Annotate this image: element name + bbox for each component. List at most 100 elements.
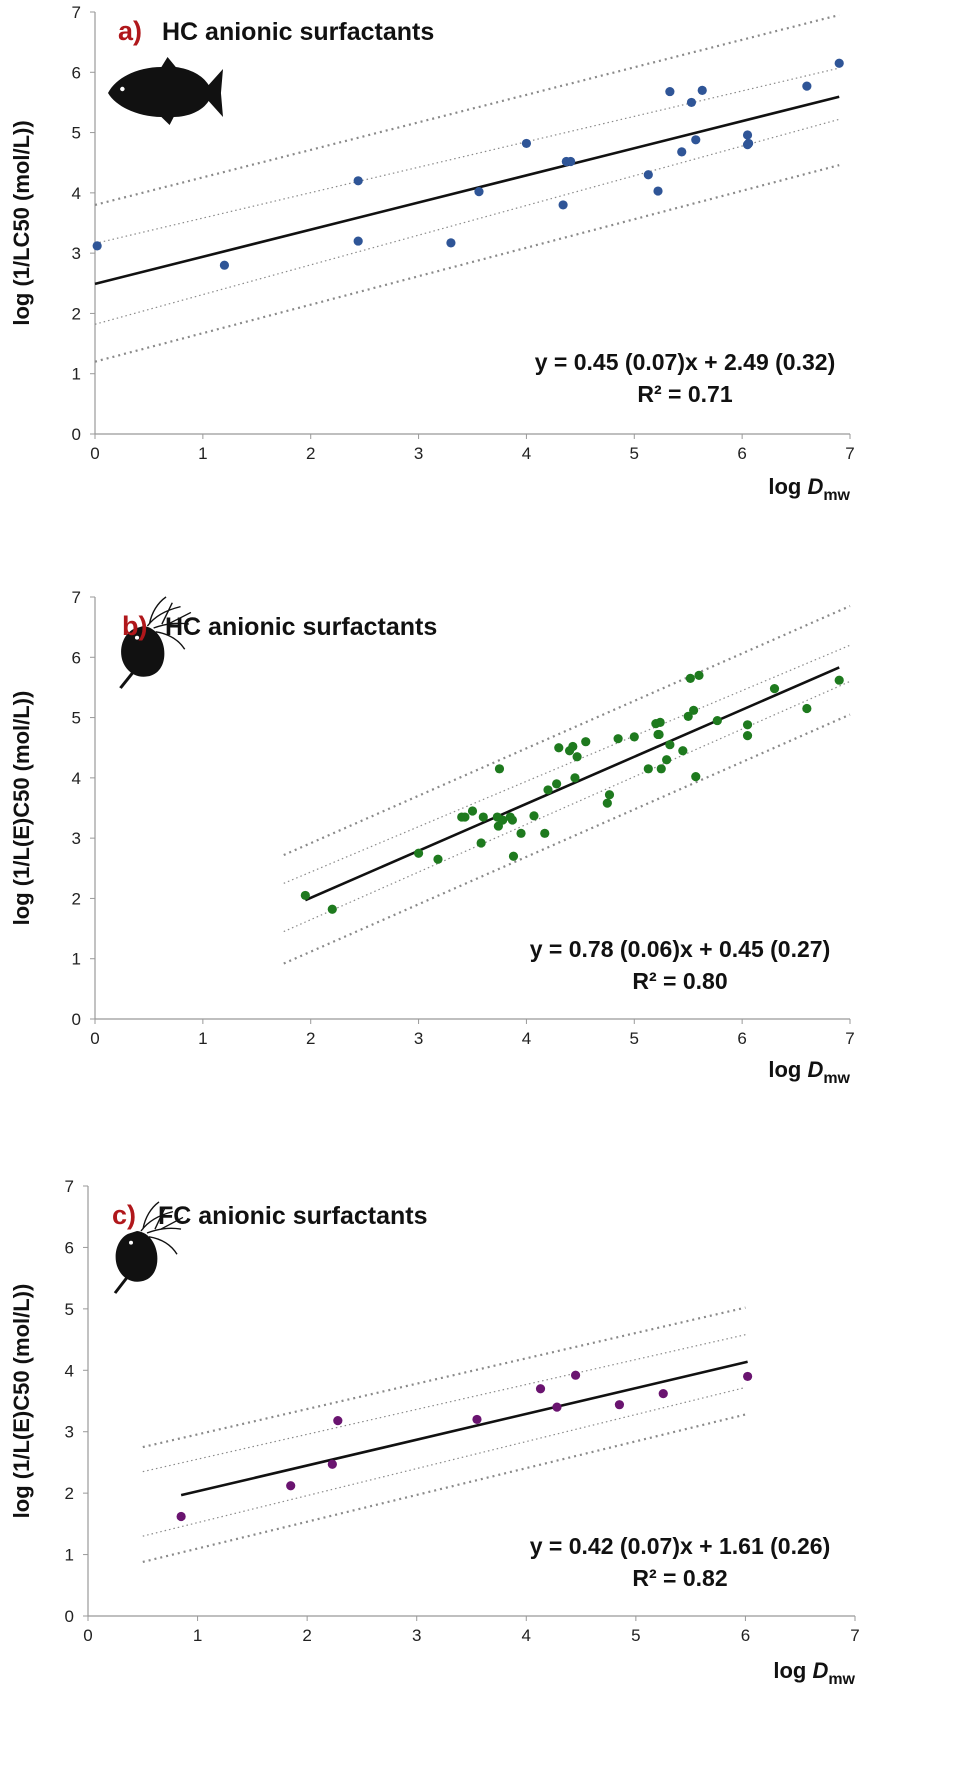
chart-title: HC anionic surfactants	[162, 18, 434, 46]
y-tick-label: 7	[72, 588, 81, 607]
data-point	[433, 854, 443, 864]
data-point	[353, 176, 363, 186]
data-point	[543, 785, 553, 795]
x-tick-label: 0	[90, 444, 99, 463]
y-tick-label: 4	[72, 769, 81, 788]
y-axis-label: log (1/L(E)C50 (mol/L))	[9, 1284, 34, 1519]
data-point	[507, 815, 518, 825]
x-tick-label: 4	[522, 1626, 531, 1645]
data-point	[327, 1459, 337, 1469]
data-point	[743, 1371, 753, 1382]
data-point	[570, 773, 580, 783]
data-point	[413, 848, 424, 858]
y-tick-label: 6	[72, 648, 81, 667]
y-tick-label: 4	[65, 1361, 74, 1380]
confidence-band-lower	[283, 680, 851, 933]
x-tick-label: 6	[737, 1029, 746, 1048]
prediction-band-lower	[283, 713, 851, 965]
data-point	[677, 147, 687, 157]
x-tick-label: 0	[83, 1626, 92, 1645]
data-point	[697, 85, 707, 95]
confidence-band-upper	[94, 67, 840, 245]
data-point	[665, 86, 675, 97]
chart-svg: 0 1 2 3 4 5 6 7 0 1 2 3 4 5 6 7 b) HC anionic surfactants…	[9, 588, 855, 1087]
y-tick-label: 4	[72, 184, 81, 203]
data-point	[742, 731, 753, 741]
x-tick-label: 5	[630, 444, 639, 463]
regression-equation: y = 0.78 (0.06)x + 0.45 (0.27)	[530, 936, 830, 962]
data-point	[176, 1511, 186, 1522]
data-point	[476, 838, 486, 848]
chart-svg: 0 1 2 3 4 5 6 7 0 1 2 3 4 5 6 7 a) HC anionic surfactants…	[9, 3, 855, 504]
data-point	[300, 890, 310, 901]
y-tick-label: 5	[72, 124, 81, 143]
data-point	[460, 812, 470, 822]
confidence-band-lower	[94, 118, 840, 325]
y-tick-label: 2	[65, 1484, 74, 1503]
data-point	[665, 740, 675, 750]
data-point	[742, 130, 753, 140]
x-tick-label: 2	[306, 444, 315, 463]
x-tick-label: 4	[522, 1029, 531, 1048]
data-point	[678, 746, 688, 756]
r-squared-label: R² = 0.80	[632, 968, 727, 994]
data-point	[92, 241, 102, 251]
x-tick-label: 0	[90, 1029, 99, 1048]
y-tick-label: 2	[72, 889, 81, 908]
y-tick-label: 0	[65, 1607, 74, 1626]
data-point	[662, 755, 672, 765]
data-point	[498, 815, 508, 825]
panel-letter: c)	[112, 1200, 136, 1230]
chart-panel-a: 0 1 2 3 4 5 6 7 0 1 2 3 4 5 6 7 a) HC anionic surfactants…	[0, 0, 975, 585]
y-tick-label: 7	[65, 1177, 74, 1196]
y-tick-label: 1	[72, 365, 81, 384]
data-point	[558, 200, 568, 210]
x-tick-label: 1	[198, 444, 207, 463]
data-point	[685, 673, 695, 683]
data-point	[653, 186, 663, 196]
data-point	[581, 737, 591, 747]
regression-equation: y = 0.42 (0.07)x + 1.61 (0.26)	[530, 1533, 830, 1559]
data-point	[521, 138, 532, 149]
data-point	[802, 703, 812, 714]
confidence-band-lower	[142, 1386, 746, 1537]
y-tick-label: 5	[72, 709, 81, 728]
data-point	[744, 138, 754, 149]
y-tick-label: 0	[72, 425, 81, 444]
data-point	[712, 715, 722, 726]
data-point	[219, 260, 230, 270]
data-point	[689, 705, 699, 715]
data-point	[535, 1384, 546, 1394]
x-tick-label: 7	[845, 1029, 854, 1048]
data-point	[686, 97, 697, 108]
data-point	[654, 729, 664, 740]
data-point	[834, 58, 844, 68]
chart-title: FC anionic surfactants	[158, 1202, 428, 1230]
x-tick-label: 4	[522, 444, 531, 463]
data-point	[552, 779, 562, 789]
panel-letter: b)	[122, 611, 147, 641]
data-point	[802, 81, 812, 91]
confidence-band-upper	[283, 644, 851, 884]
prediction-band-lower	[142, 1413, 746, 1564]
y-tick-label: 5	[65, 1300, 74, 1319]
prediction-band-upper	[94, 13, 840, 206]
x-tick-label: 2	[306, 1029, 315, 1048]
x-tick-label: 6	[741, 1626, 750, 1645]
x-tick-label: 1	[198, 1029, 207, 1048]
x-tick-label: 2	[302, 1626, 311, 1645]
prediction-band-upper	[142, 1306, 746, 1449]
y-tick-label: 3	[72, 244, 81, 263]
data-point	[614, 1400, 625, 1410]
data-point	[604, 790, 615, 800]
x-axis-label: log Dmw	[773, 1658, 855, 1688]
data-point	[691, 772, 701, 782]
x-tick-label: 7	[850, 1626, 859, 1645]
x-tick-label: 3	[414, 444, 423, 463]
regression-equation: y = 0.45 (0.07)x + 2.49 (0.32)	[535, 349, 835, 375]
data-point	[494, 764, 505, 774]
data-point	[602, 798, 612, 808]
x-tick-label: 5	[631, 1626, 640, 1645]
x-tick-label: 1	[193, 1626, 202, 1645]
x-tick-label: 6	[737, 444, 746, 463]
